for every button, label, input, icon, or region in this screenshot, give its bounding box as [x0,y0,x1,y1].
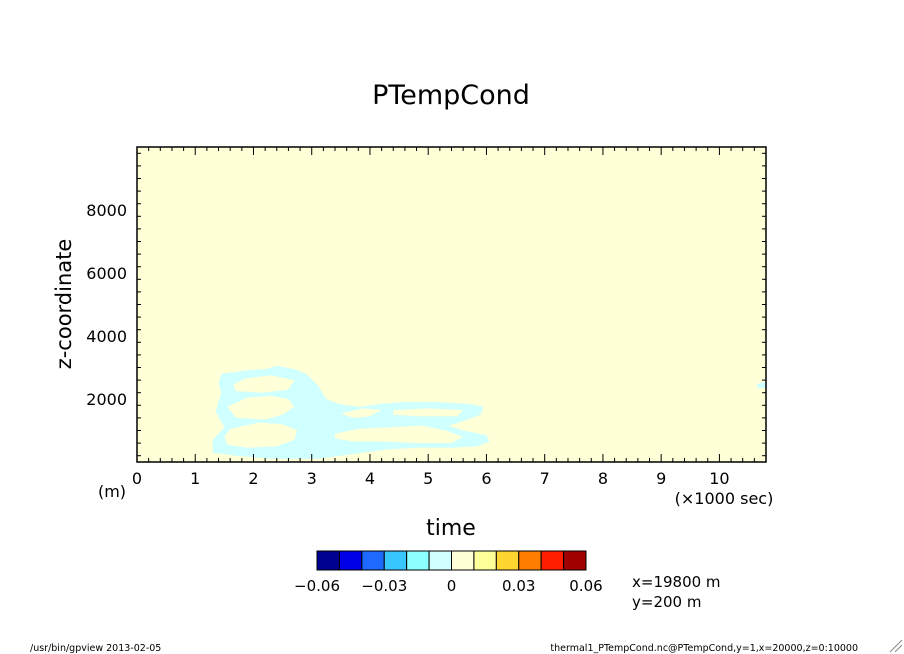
colorbar-swatch [563,550,587,571]
colorbar-tick-label: −0.06 [294,577,340,595]
colorbar-swatch [473,550,497,571]
x-tick-label: 0 [132,469,142,488]
footer-left: /usr/bin/gpview 2013-02-05 [30,643,161,654]
x-tick-label: 4 [365,469,375,488]
colorbar-swatch [540,550,565,571]
contour-region-1 [757,381,766,388]
x-axis-unit: (×1000 sec) [675,489,774,508]
plot-area [136,146,767,463]
contour-hole-2 [233,375,295,393]
chart-title: PTempCond [372,80,530,111]
contour-hole-4 [393,408,464,417]
y-axis-unit: (m) [98,482,126,501]
cut-x-annotation: x=19800 m [632,573,721,591]
cut-y-annotation: y=200 m [632,593,701,611]
x-tick-label: 1 [190,469,200,488]
colorbar-swatch [451,550,475,571]
colorbar-tick-label: 0.06 [569,577,602,595]
contour-regions [212,365,766,459]
x-tick-label: 6 [481,469,491,488]
contour-hole-5 [335,425,464,444]
colorbar-tick-label: −0.03 [361,577,407,595]
x-tick-label: 2 [248,469,258,488]
colorbar-tick-label: 0 [447,577,457,595]
colorbar-tick-label: 0.03 [502,577,535,595]
x-axis-label: time [426,516,476,541]
colorbar-swatch [406,550,430,571]
y-tick-label: 8000 [86,201,127,220]
x-axis: 0 1 2 3 4 5 6 7 8 9 10 [132,147,767,488]
x-tick-label: 9 [656,469,666,488]
footer-right: thermal1_PTempCond.nc@PTempCond,y=1,x=20… [550,643,858,654]
contour-hole-0 [224,422,298,448]
colorbar-swatch [361,550,385,571]
colorbar-swatch [338,550,363,571]
x-tick-label: 10 [709,469,729,488]
y-tick-label: 6000 [86,264,127,283]
y-tick-label: 2000 [86,390,127,409]
colorbar-swatch [518,550,542,571]
contour-hole-3 [340,408,382,418]
y-axis-label: z-coordinate [52,239,76,370]
x-tick-label: 7 [540,469,550,488]
x-tick-label: 3 [307,469,317,488]
resize-grip-icon[interactable] [889,639,903,653]
y-tick-label: 4000 [86,327,127,346]
contour-hole-1 [227,395,295,420]
colorbar-swatch [495,550,520,571]
y-axis: 2000 4000 6000 8000 [86,152,766,457]
colorbar-swatch [383,550,408,571]
colorbar: −0.06 −0.03 0 0.03 0.06 [294,550,603,595]
colorbar-swatch [316,550,340,571]
colorbar-swatch [428,550,453,571]
x-tick-label: 8 [598,469,608,488]
x-tick-label: 5 [423,469,433,488]
